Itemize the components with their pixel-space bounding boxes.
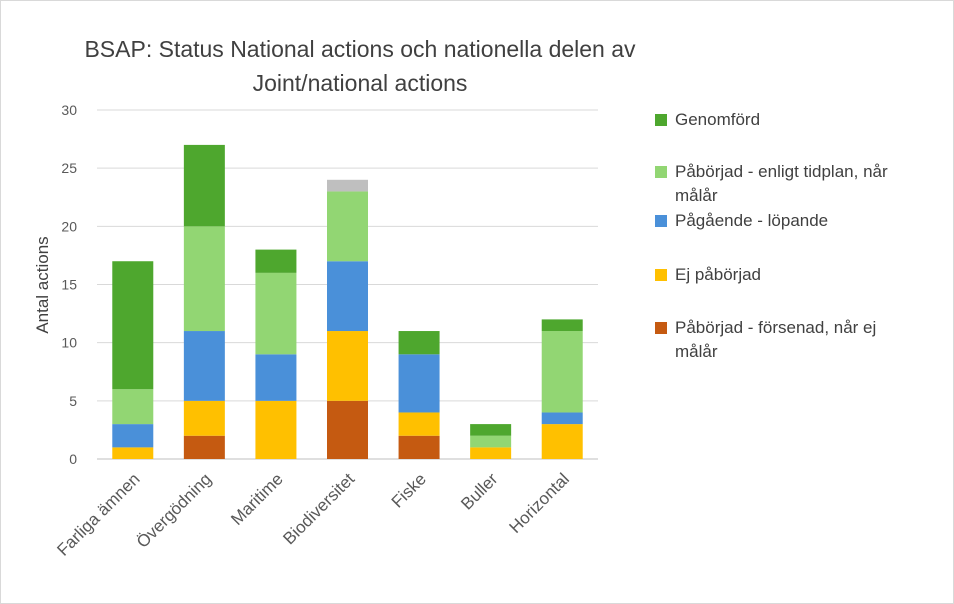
bar-segment bbox=[327, 179, 368, 192]
legend-item: Pågående - löpande bbox=[655, 209, 905, 233]
y-tick-label: 20 bbox=[61, 218, 77, 234]
bar-segment bbox=[327, 400, 368, 459]
legend-item: Påbörjad - enligt tidplan, når målår bbox=[655, 160, 905, 208]
bar-segment bbox=[183, 331, 225, 401]
legend-swatch bbox=[655, 215, 667, 227]
legend-label: Påbörjad - enligt tidplan, når målår bbox=[675, 162, 888, 205]
y-tick-label: 15 bbox=[61, 277, 77, 293]
x-tick-label: Biodiversitet bbox=[279, 469, 358, 548]
bars bbox=[112, 144, 583, 459]
bar-segment bbox=[183, 144, 225, 227]
chart-title: BSAP: Status National actions och nation… bbox=[20, 32, 700, 100]
bar-segment bbox=[112, 447, 154, 459]
legend-item: Påbörjad - försenad, når ej målår bbox=[655, 316, 905, 364]
y-axis-ticks: 0 5 10 15 20 25 30 bbox=[61, 102, 77, 467]
y-tick-label: 25 bbox=[61, 160, 77, 176]
legend-swatch bbox=[655, 322, 667, 334]
bar-segment bbox=[470, 424, 512, 436]
bar-segment bbox=[112, 389, 154, 425]
y-tick-label: 5 bbox=[69, 393, 77, 409]
bar-segment bbox=[398, 331, 440, 355]
bar-segment bbox=[327, 261, 368, 332]
bar-segment bbox=[398, 435, 440, 459]
legend-label: Påbörjad - försenad, når ej målår bbox=[675, 318, 877, 361]
bar-segment bbox=[255, 400, 297, 459]
legend-swatch bbox=[655, 166, 667, 178]
bar-segment bbox=[541, 424, 583, 459]
legend-item: Ej påbörjad bbox=[655, 263, 905, 287]
legend-swatch bbox=[655, 114, 667, 126]
y-tick-label: 10 bbox=[61, 335, 77, 351]
bar-segment bbox=[541, 331, 583, 413]
chart-title-line-2: Joint/national actions bbox=[252, 70, 468, 96]
y-tick-label: 0 bbox=[69, 451, 77, 467]
bar-segment bbox=[183, 435, 225, 459]
legend-label: Genomförd bbox=[675, 110, 761, 129]
bar-segment bbox=[112, 261, 154, 390]
x-tick-label: Horizontal bbox=[505, 469, 573, 537]
x-tick-label: Fiske bbox=[388, 469, 430, 511]
bar-segment bbox=[183, 400, 225, 436]
bar-segment bbox=[255, 272, 297, 355]
bar-segment bbox=[541, 412, 583, 425]
x-tick-label: Farliga ämnen bbox=[53, 469, 143, 559]
x-tick-label: Övergödning bbox=[133, 469, 215, 551]
x-tick-label: Maritime bbox=[227, 469, 287, 529]
bar-segment bbox=[398, 354, 440, 413]
y-axis-label: Antal actions bbox=[33, 236, 52, 333]
bar-segment bbox=[398, 412, 440, 436]
y-tick-label: 30 bbox=[61, 102, 77, 118]
bar-segment bbox=[327, 331, 368, 401]
bar-segment bbox=[541, 319, 583, 332]
x-tick-label: Buller bbox=[457, 469, 501, 513]
bar-segment bbox=[255, 249, 297, 273]
bar-segment bbox=[470, 435, 512, 448]
bar-segment bbox=[327, 191, 368, 262]
legend-item: Genomförd bbox=[655, 108, 905, 132]
legend-swatch bbox=[655, 269, 667, 281]
chart-title-line-1: BSAP: Status National actions och nation… bbox=[84, 36, 636, 62]
bar-segment bbox=[470, 447, 512, 459]
bar-segment bbox=[255, 354, 297, 401]
bar-segment bbox=[183, 226, 225, 332]
legend-label: Pågående - löpande bbox=[675, 211, 829, 230]
legend-label: Ej påbörjad bbox=[675, 265, 762, 284]
bar-segment bbox=[112, 424, 154, 448]
